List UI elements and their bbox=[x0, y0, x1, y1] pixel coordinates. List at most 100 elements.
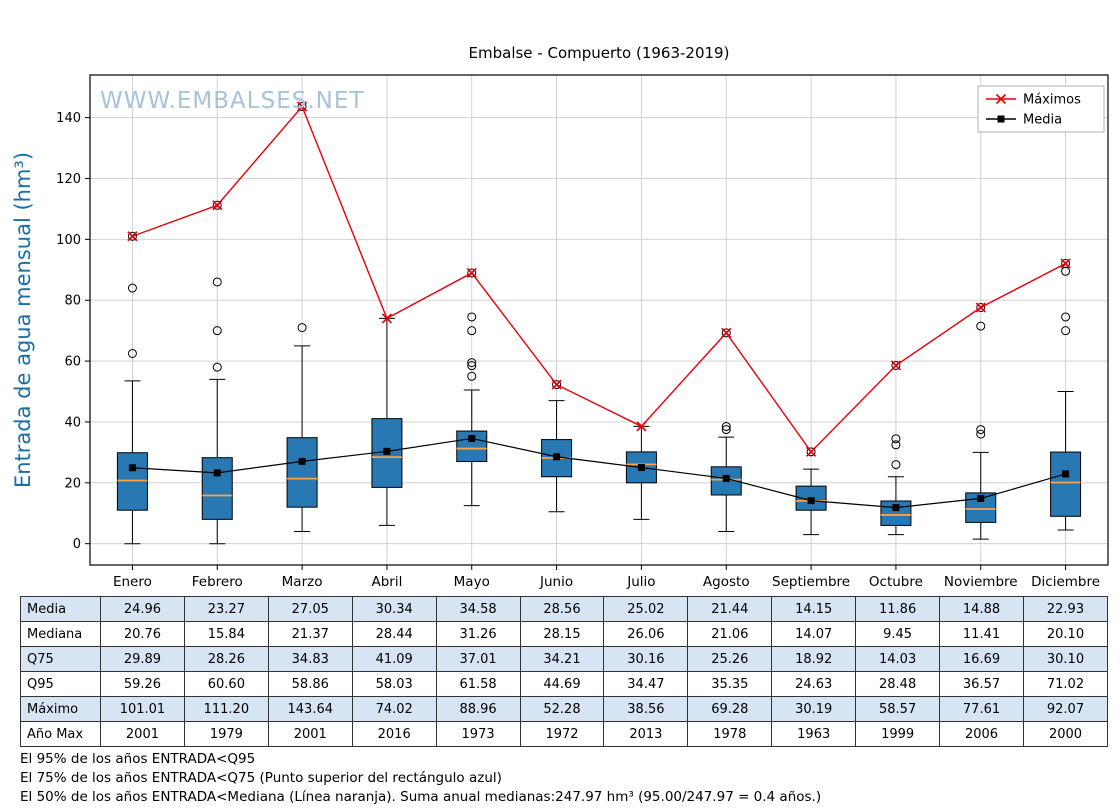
table-cell: 2000 bbox=[1022, 721, 1109, 747]
table-cell: 14.88 bbox=[939, 596, 1024, 622]
table-row: Q75 29.89 28.26 34.83 41.09 37.01 34.21 30.16 25… bbox=[20, 646, 1109, 672]
table-cell: 52.28 bbox=[519, 696, 605, 722]
media-marker bbox=[298, 457, 306, 465]
table-cell: 31.26 bbox=[435, 621, 521, 647]
table-cell: 34.83 bbox=[267, 646, 353, 672]
x-tick-label: Noviembre bbox=[944, 574, 1018, 590]
outlier-marker bbox=[467, 268, 477, 278]
box bbox=[625, 451, 657, 484]
x-tick-label: Mayo bbox=[454, 574, 490, 590]
table-cell: 9.45 bbox=[855, 621, 941, 647]
x-tick-label: Octubre bbox=[869, 574, 923, 590]
media-marker bbox=[468, 434, 476, 442]
table-cell: 25.02 bbox=[603, 596, 689, 622]
table-cell: 111.20 bbox=[183, 696, 269, 722]
table-cell: 34.58 bbox=[435, 596, 521, 622]
table-cell: 30.16 bbox=[603, 646, 689, 672]
table-cell: 77.61 bbox=[939, 696, 1024, 722]
table-cell: 28.26 bbox=[183, 646, 269, 672]
y-axis-label: Entrada de agua mensual (hm³) bbox=[11, 152, 35, 488]
maximos-marker bbox=[975, 302, 986, 313]
maximos-marker bbox=[212, 200, 223, 211]
maximos-marker bbox=[636, 421, 647, 432]
outlier-marker bbox=[212, 326, 222, 336]
table-cell: 30.19 bbox=[771, 696, 857, 722]
outlier-marker bbox=[297, 323, 307, 333]
x-tick-label: Junio bbox=[539, 574, 573, 590]
media-marker bbox=[977, 494, 985, 502]
table-cell: 24.63 bbox=[771, 671, 857, 697]
y-tick-label: 20 bbox=[64, 476, 81, 491]
outlier-marker bbox=[467, 312, 477, 322]
media-line bbox=[132, 437, 1066, 509]
outlier-marker bbox=[721, 425, 731, 435]
table-cell: 37.01 bbox=[435, 646, 521, 672]
table-cell: 11.86 bbox=[855, 596, 941, 622]
row-label: Año Max bbox=[20, 721, 101, 747]
table-cell: 18.92 bbox=[771, 646, 857, 672]
outlier-marker bbox=[1061, 312, 1071, 322]
table-cell: 35.35 bbox=[687, 671, 773, 697]
x-tick-label: Agosto bbox=[703, 574, 750, 590]
table-cell: 28.44 bbox=[351, 621, 437, 647]
table-cell: 2013 bbox=[603, 721, 689, 747]
outlier-marker bbox=[467, 371, 477, 381]
legend-label: Máximos bbox=[1023, 93, 1081, 108]
row-label: Máximo bbox=[20, 696, 101, 722]
row-label: Q95 bbox=[20, 671, 101, 697]
table-cell: 23.27 bbox=[183, 596, 269, 622]
table-cell: 1999 bbox=[855, 721, 941, 747]
x-tick-label: Abril bbox=[371, 574, 402, 590]
table-cell: 143.64 bbox=[267, 696, 353, 722]
x-tick-label: Marzo bbox=[282, 574, 323, 590]
outlier-marker bbox=[891, 460, 901, 470]
table-cell: 21.06 bbox=[687, 621, 773, 647]
table-cell: 44.69 bbox=[519, 671, 605, 697]
table-cell: 88.96 bbox=[435, 696, 521, 722]
outlier-marker bbox=[976, 425, 986, 435]
table-cell: 2001 bbox=[267, 721, 353, 747]
table-cell: 27.05 bbox=[267, 596, 353, 622]
table-cell: 1979 bbox=[183, 721, 269, 747]
table-cell: 28.48 bbox=[855, 671, 941, 697]
legend-square-icon bbox=[997, 115, 1005, 123]
table-cell: 2001 bbox=[100, 721, 185, 747]
table-cell: 26.06 bbox=[603, 621, 689, 647]
table-cell: 1978 bbox=[687, 721, 773, 747]
media-marker bbox=[383, 447, 391, 455]
table-cell: 22.93 bbox=[1022, 596, 1109, 622]
table-cell: 2016 bbox=[351, 721, 437, 747]
x-tick-label: Febrero bbox=[192, 574, 243, 590]
table-cell: 14.15 bbox=[771, 596, 857, 622]
x-tick-label: Diciembre bbox=[1031, 574, 1100, 590]
table-cell: 29.89 bbox=[100, 646, 185, 672]
media-marker bbox=[637, 464, 645, 472]
media-marker bbox=[1062, 470, 1070, 478]
footnotes-block: El 95% de los años ENTRADA<Q95 El 75% de … bbox=[20, 750, 821, 807]
outlier-marker bbox=[976, 429, 986, 439]
outlier-marker bbox=[976, 302, 986, 312]
media-marker bbox=[553, 453, 561, 461]
media-marker bbox=[722, 474, 730, 482]
table-cell: 41.09 bbox=[351, 646, 437, 672]
table-cell: 59.26 bbox=[100, 671, 185, 697]
maximos-marker bbox=[466, 267, 477, 279]
table-row: Q95 59.26 60.60 58.86 58.03 61.58 44.69 34.47 35… bbox=[20, 671, 1109, 697]
box bbox=[1050, 451, 1082, 517]
table-cell: 58.03 bbox=[351, 671, 437, 697]
table-cell: 24.96 bbox=[100, 596, 185, 622]
y-tick-label: 140 bbox=[56, 111, 81, 126]
outlier-marker bbox=[212, 277, 222, 287]
y-tick-label: 0 bbox=[73, 537, 81, 552]
outlier-marker bbox=[127, 231, 137, 241]
outlier-marker bbox=[552, 380, 562, 390]
outlier-marker bbox=[891, 434, 901, 444]
table-cell: 60.60 bbox=[183, 671, 269, 697]
table-cell: 34.21 bbox=[519, 646, 605, 672]
maximos-marker bbox=[805, 446, 817, 457]
plot-border bbox=[89, 74, 1109, 566]
box bbox=[201, 457, 233, 520]
table-cell: 21.37 bbox=[267, 621, 353, 647]
maximos-marker bbox=[890, 360, 902, 371]
boxplot-chart: 0 20 40 60 80 100 120 140 Enero Febrero Marzo Abril… bbox=[11, 74, 1109, 590]
